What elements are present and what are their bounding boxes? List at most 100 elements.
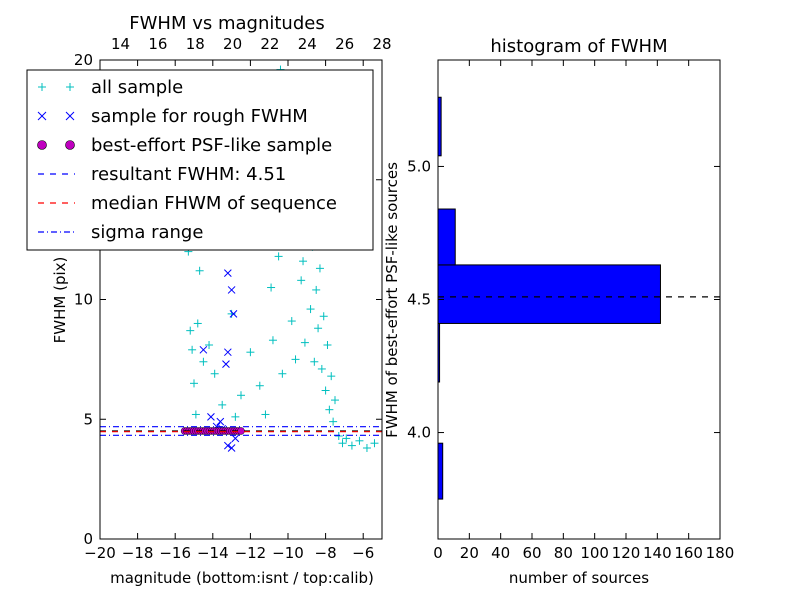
scatter-panel: FWHM vs magnitudes −20 −18 −16 −14 −12 −10 −8−…: [26, 13, 392, 587]
scatter-x-tick-label: −10: [272, 544, 304, 562]
all-sample-point: [338, 439, 347, 448]
all-sample-point: [317, 364, 326, 373]
scatter-title: FWHM vs magnitudes: [129, 13, 324, 34]
histogram-x-tick-label: 140: [643, 544, 672, 562]
scatter-top-tick-label: 24: [298, 35, 317, 53]
rough-fwhm-point: [227, 286, 236, 294]
all-sample-point: [210, 369, 219, 378]
histogram-x-tick-label: 60: [522, 544, 541, 562]
histogram-y-tick-label: 4.5: [407, 291, 431, 309]
rough-fwhm-point-b: [222, 360, 230, 369]
histogram-x-tick-label: 20: [460, 544, 479, 562]
rough-fwhm-point-b: [223, 269, 232, 278]
histogram-bar: [437, 264, 661, 324]
histogram-x-label: number of sources: [509, 569, 649, 587]
histogram-title: histogram of FWHM: [490, 36, 667, 57]
histogram-x-tick-label: 100: [580, 544, 609, 562]
scatter-top-tick-label: 16: [148, 35, 167, 53]
all-sample-point: [188, 345, 197, 354]
scatter-y-tick-label: 0: [83, 530, 93, 548]
legend-item: sigma range: [38, 222, 203, 243]
legend-label: resultant FWHM: 4.51: [91, 164, 286, 185]
all-sample-point: [195, 266, 204, 275]
rough-fwhm-point-b: [207, 413, 215, 421]
rough-fwhm-point: [216, 417, 225, 426]
scatter-x-tick-label: −20: [84, 544, 116, 562]
rough-fwhm-point: [231, 434, 240, 443]
legend-circle-marker: [37, 140, 47, 150]
scatter-y-label: FWHM (pix): [51, 257, 69, 344]
scatter-x-tick-label: −6: [352, 544, 374, 562]
rough-fwhm-point-b: [231, 434, 240, 443]
all-sample-point: [306, 305, 315, 314]
all-sample-point: [331, 396, 339, 405]
all-sample-point: [268, 336, 277, 345]
legend-frame: [26, 69, 374, 251]
scatter-top-tick-label: 14: [111, 35, 130, 53]
all-sample-point: [347, 441, 356, 450]
rough-fwhm-point-b: [227, 444, 236, 452]
all-sample-point: [274, 252, 283, 261]
all-sample-point: [299, 257, 308, 266]
legend-label: all sample: [91, 77, 183, 98]
legend-x-marker-b: [37, 111, 47, 121]
legend-label: median FHWM of sequence: [91, 193, 337, 214]
all-sample-point: [355, 436, 364, 445]
all-sample-point: [191, 410, 200, 419]
rough-fwhm-point: [199, 345, 208, 354]
legend-item: resultant FWHM: 4.51: [38, 164, 286, 185]
all-sample-point: [310, 357, 319, 366]
scatter-y-tick-label: 5: [83, 410, 93, 428]
all-sample-point: [327, 372, 336, 381]
all-sample-point: [342, 434, 351, 443]
legend-label: best-effort PSF-like sample: [91, 135, 332, 156]
all-sample-point: [186, 326, 195, 335]
all-sample-point: [199, 357, 208, 366]
legend-x-marker-b: [65, 111, 75, 121]
legend-item: median FHWM of sequence: [38, 193, 337, 214]
all-sample-point: [246, 348, 255, 357]
all-sample-point: [325, 405, 334, 414]
histogram-x-tick-label: 160: [674, 544, 703, 562]
histogram-x-tick-label: 180: [706, 544, 735, 562]
all-sample-point: [362, 443, 371, 452]
rough-fwhm-point: [227, 444, 236, 452]
all-sample-point: [334, 432, 343, 441]
legend-label: sigma range: [91, 222, 203, 243]
histogram-bar: [437, 208, 456, 266]
histogram-x-tick-label: 120: [612, 544, 641, 562]
histogram-x-tick-label: 40: [491, 544, 510, 562]
all-sample-point: [297, 276, 306, 285]
all-sample-point: [329, 417, 338, 426]
rough-fwhm-point: [222, 360, 230, 369]
scatter-y-tick-label: 10: [74, 291, 93, 309]
all-sample-point: [261, 410, 270, 419]
legend-label: sample for rough FWHM: [91, 106, 308, 127]
rough-fwhm-point-b: [227, 286, 236, 294]
scatter-x-tick-label: −8: [315, 544, 337, 562]
histogram-x-tick-label: 80: [554, 544, 573, 562]
histogram-panel: histogram of FWHM 0 20 40 60 80 100 120 140 160 1…: [383, 36, 734, 587]
all-sample-point: [321, 386, 330, 395]
all-sample-point: [278, 369, 287, 378]
scatter-x-tick-label: −18: [122, 544, 154, 562]
rough-fwhm-point-b: [199, 345, 208, 354]
histogram-ticks: 0 20 40 60 80 100 120 140 160 180 4.0 4.5 5.0: [407, 60, 734, 562]
best-effort-point: [237, 427, 245, 435]
histogram-plot-area: [437, 96, 720, 500]
histogram-y-tick-label: 4.0: [407, 424, 431, 442]
histogram-x-tick-label: 0: [433, 544, 443, 562]
all-sample-point: [319, 312, 328, 321]
all-sample-point: [323, 341, 332, 350]
scatter-legend: all sample sample for rough FWHM best-effo…: [26, 69, 374, 251]
scatter-x-tick-label: −16: [159, 544, 191, 562]
all-sample-point: [255, 381, 264, 390]
scatter-x-tick-label: −12: [235, 544, 267, 562]
all-sample-point: [193, 319, 202, 328]
all-sample-point: [314, 324, 323, 333]
legend-item: best-effort PSF-like sample: [37, 135, 332, 156]
scatter-top-tick-label: 20: [223, 35, 242, 53]
histogram-y-tick-label: 5.0: [407, 157, 431, 175]
legend-item: all sample: [38, 77, 183, 98]
